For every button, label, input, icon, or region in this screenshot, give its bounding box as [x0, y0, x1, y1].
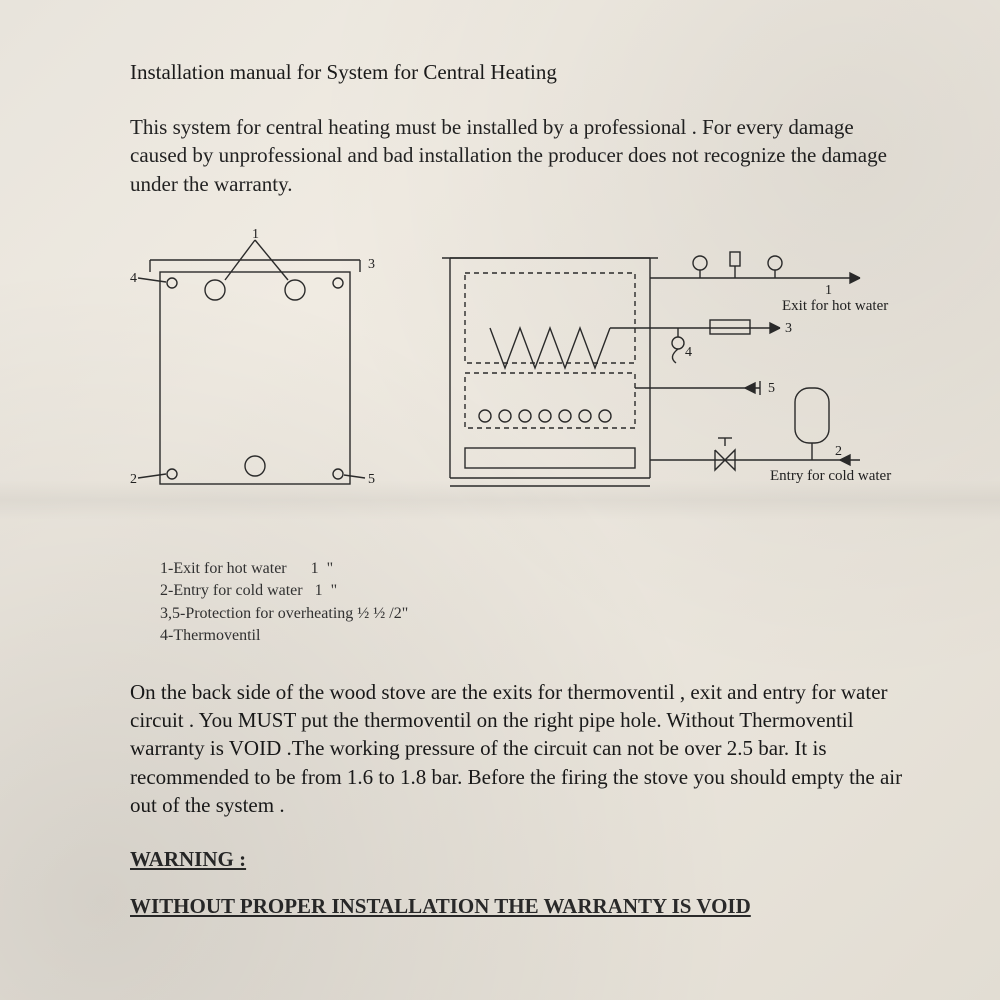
- body-paragraph: On the back side of the wood stove are t…: [130, 678, 910, 820]
- legend-row-3: 3,5-Protection for overheating ½ ½ /2": [160, 603, 910, 625]
- legend-row-4: 4-Thermoventil: [160, 625, 910, 647]
- num-5: 5: [768, 381, 775, 396]
- callout-3: 3: [368, 257, 375, 272]
- page-title: Installation manual for System for Centr…: [130, 60, 910, 85]
- label-entry-cold: Entry for cold water: [770, 468, 891, 484]
- diagram-legend: 1-Exit for hot water 1 " 2-Entry for col…: [160, 558, 910, 648]
- document-page: Installation manual for System for Centr…: [0, 0, 1000, 959]
- legend-row-1: 1-Exit for hot water 1 ": [160, 558, 910, 580]
- callout-2: 2: [130, 472, 137, 487]
- callout-5: 5: [368, 472, 375, 487]
- warning-text: WITHOUT PROPER INSTALLATION THE WARRANTY…: [130, 894, 910, 919]
- diagram-left-view: 1 4 3 2 5: [130, 228, 375, 487]
- num-2: 2: [835, 444, 842, 459]
- num-3: 3: [785, 321, 792, 336]
- installation-diagram: 1 4 3 2 5: [130, 228, 910, 538]
- callout-1: 1: [252, 228, 259, 242]
- warning-heading: WARNING :: [130, 847, 910, 872]
- intro-paragraph: This system for central heating must be …: [130, 113, 910, 198]
- diagram-right-view: 1 Exit for hot water 3 4 5: [442, 252, 891, 486]
- callout-4: 4: [130, 271, 137, 286]
- num-4: 4: [685, 345, 692, 360]
- legend-row-2: 2-Entry for cold water 1 ": [160, 580, 910, 602]
- label-exit-hot: Exit for hot water: [782, 298, 888, 314]
- num-1: 1: [825, 283, 832, 298]
